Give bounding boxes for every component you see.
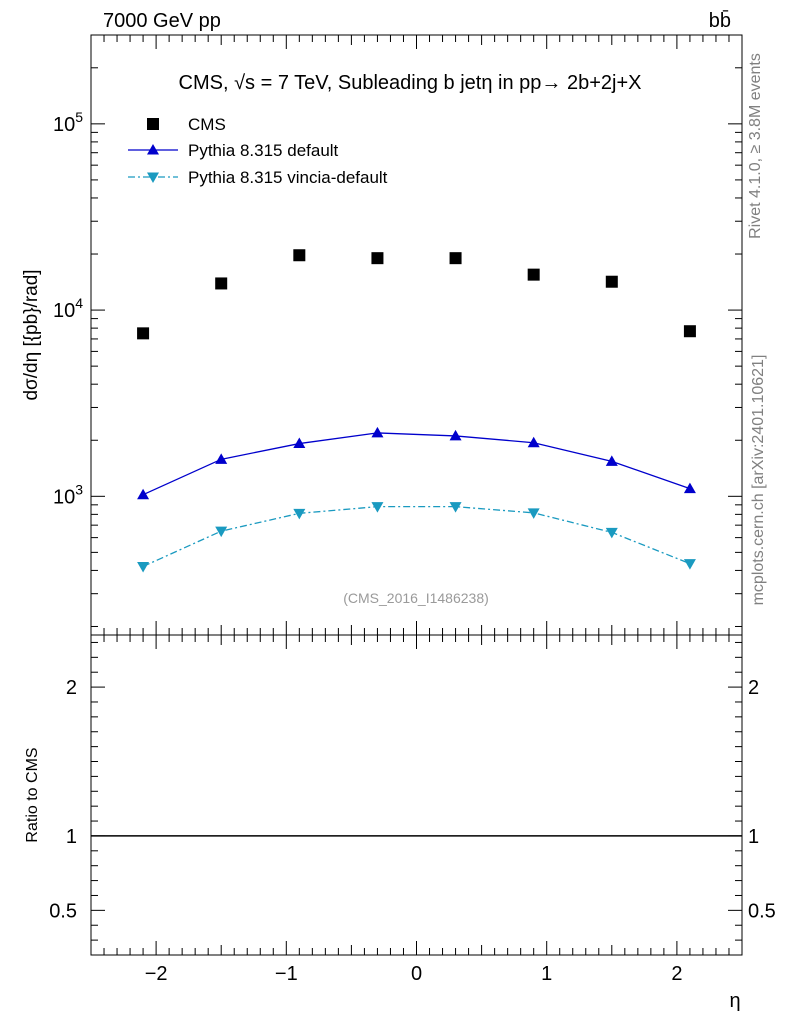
y-tick-label-base: 10 [53,114,75,136]
data-point [683,559,696,570]
data-point [605,455,618,466]
ratio-y-tick-label-right: 0.5 [748,900,776,922]
rivet-version-label: Rivet 4.1.0, ≥ 3.8M events [747,53,764,239]
data-point [683,482,696,494]
legend-marker [147,118,159,130]
legend-label: Pythia 8.315 vincia-default [188,168,388,187]
data-point [605,275,618,288]
x-tick-label: −1 [275,963,298,985]
data-point [605,527,618,539]
series-1 [137,426,696,500]
series-0 [137,249,696,340]
data-point [137,327,150,340]
y-tick-label-base: 10 [53,300,75,322]
data-point [293,437,306,449]
y-tick-label: 104 [53,295,83,322]
data-point [527,268,540,281]
series-2 [137,502,696,573]
ratio-y-tick-label-right: 2 [748,677,759,699]
ratio-ticks [90,635,743,956]
x-tick-label: 2 [671,963,682,985]
legend-label: CMS [188,115,226,134]
data-point [527,436,540,448]
ratio-y-axis-label: Ratio to CMS [24,747,41,842]
header-left: 7000 GeV pp [103,10,221,32]
data-point [371,252,384,265]
data-point [215,453,228,464]
ratio-y-tick-label-left: 2 [66,677,77,699]
y-tick-label-exponent: 3 [75,481,83,497]
legend-marker [147,172,159,183]
y-tick-label: 105 [53,109,83,136]
plot-title: CMS, √s = 7 TeV, Subleading b jetη in pp… [179,72,642,94]
data-point [137,561,150,573]
ratio-tick-labels: 0.5 0.5 1 1 2 2 [49,677,776,922]
y-tick-label-exponent: 4 [75,295,83,311]
main-x-ticks [90,35,743,635]
y-tick-label-exponent: 5 [75,109,83,125]
data-point [371,426,384,438]
x-tick-label: 0 [411,963,422,985]
y-tick-label-base: 10 [53,486,75,508]
x-axis-label: η [729,990,740,1012]
data-point [683,325,696,338]
data-point [449,502,462,513]
x-tick-label: −2 [145,963,168,985]
data-point [527,508,540,519]
ratio-y-tick-label-left: 0.5 [49,900,77,922]
data-point [137,488,150,500]
legend: CMS Pythia 8.315 default Pythia 8.315 vinc… [128,115,388,187]
legend-marker [147,144,159,155]
y-tick-label: 103 [53,481,83,508]
ratio-y-tick-label-right: 1 [748,826,759,848]
data-point [293,508,306,520]
ratio-frame [90,634,743,956]
mcplots-label: mcplots.cern.ch [arXiv:2401.10621] [750,355,767,606]
x-tick-label: 1 [541,963,552,985]
data-point [293,249,306,262]
data-point [215,277,228,290]
analysis-watermark: (CMS_2016_I1486238) [343,590,489,606]
x-tick-labels: −2 −1 0 1 2 [145,963,683,985]
header-right: bb̄ [709,9,731,32]
series-line [142,432,691,496]
ratio-y-tick-label-left: 1 [66,826,77,848]
series-layer [137,249,696,573]
y-axis-label: dσ/dη [{pb}/rad] [21,269,42,400]
series-line [142,505,691,568]
data-point [449,252,462,265]
data-point [371,502,384,513]
data-point [215,526,228,538]
data-point [449,429,462,441]
ratio-panel [90,634,743,956]
main-y-ticks [91,34,742,627]
legend-label: Pythia 8.315 default [188,141,339,160]
